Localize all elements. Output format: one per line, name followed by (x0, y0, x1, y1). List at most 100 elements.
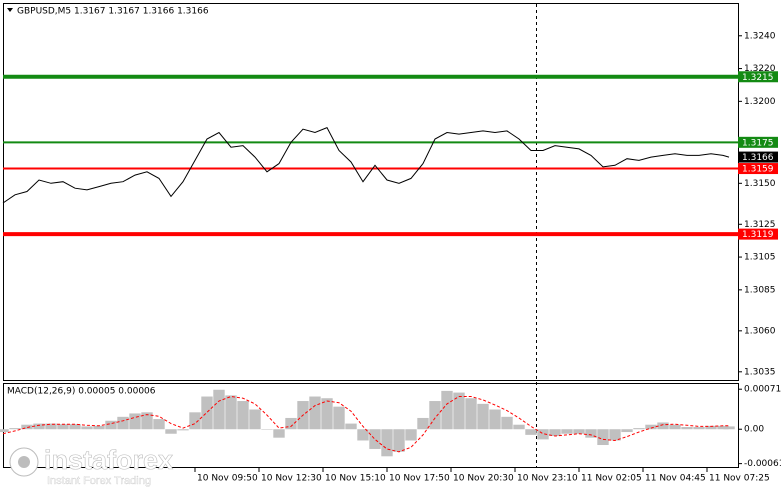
x-tick-label: 11 Nov 02:05 (581, 474, 642, 484)
macd-bar (69, 424, 81, 430)
macd-bar (597, 429, 609, 446)
macd-bar (153, 419, 165, 430)
y-tick-label: 1.3035 (744, 367, 776, 377)
macd-bar (321, 398, 333, 430)
y-tick-label: 1.3125 (744, 220, 776, 230)
macd-bar (681, 426, 693, 430)
watermark-logo-core (18, 456, 30, 468)
macd-bar (57, 424, 69, 430)
macd-bar (249, 409, 261, 430)
level-label: 1.3119 (742, 230, 774, 240)
macd-bar (93, 425, 105, 430)
macd-bar (573, 429, 585, 434)
macd-bar (393, 429, 405, 452)
macd-bar (285, 417, 297, 430)
macd-bar (33, 423, 45, 430)
y-tick-label: 1.3150 (744, 179, 776, 189)
macd-bar (723, 426, 735, 430)
macd-bar (177, 429, 189, 431)
level-badge (738, 136, 778, 148)
macd-bar (537, 429, 549, 440)
y-tick-label: 1.3240 (744, 31, 776, 41)
macd-bar (465, 398, 477, 430)
price-line (2, 126, 730, 204)
macd-bar (81, 426, 93, 430)
macd-bar (453, 392, 465, 430)
macd-bar (429, 401, 441, 430)
macd-panel (3, 383, 739, 468)
macd-bar (357, 429, 369, 441)
macd-bar (669, 424, 681, 430)
macd-bar (309, 396, 321, 430)
level-label: 1.3159 (742, 165, 774, 175)
macd-bar (513, 424, 525, 430)
macd-bar (693, 426, 705, 430)
macd-bar (165, 429, 177, 434)
macd-bar (189, 412, 201, 430)
macd-bar (117, 416, 129, 430)
macd-bar (345, 423, 357, 430)
macd-bar (477, 403, 489, 430)
level-badge (738, 163, 778, 175)
macd-bar (0, 429, 9, 433)
macd-title: MACD(12,26,9) 0.00005 0.00006 (7, 387, 156, 397)
macd-bar (237, 401, 249, 430)
macd-bar (609, 429, 621, 441)
macd-bar (621, 429, 633, 433)
macd-bar (261, 429, 273, 430)
macd-bar (273, 429, 285, 438)
level-label: 1.3166 (742, 153, 774, 163)
x-tick-label: 10 Nov 23:10 (517, 474, 578, 484)
macd-bar (9, 428, 21, 430)
macd-bar (405, 429, 417, 441)
menu-arrow (7, 8, 13, 12)
x-tick-label: 11 Nov 07:25 (709, 474, 770, 484)
y-tick-label: 0.00071 (744, 385, 781, 395)
macd-bar (645, 424, 657, 430)
macd-bar (213, 389, 225, 430)
level-label: 1.3175 (742, 138, 774, 148)
macd-bar (585, 429, 597, 438)
macd-bar (705, 425, 717, 430)
macd-bar (549, 429, 561, 436)
macd-bar (657, 422, 669, 430)
y-tick-label: 0.00 (744, 425, 764, 435)
x-tick-label: 11 Nov 04:45 (645, 474, 706, 484)
x-tick-label: 10 Nov 12:30 (261, 474, 322, 484)
macd-bar (369, 429, 381, 449)
macd-bar (21, 424, 33, 430)
x-tick-label: 10 Nov 20:30 (453, 474, 514, 484)
macd-bar (489, 409, 501, 430)
level-label: 1.3215 (742, 73, 774, 83)
signal-line (2, 395, 729, 453)
y-tick-label: -0.00061 (744, 459, 781, 469)
x-tick-label: 10 Nov 17:50 (389, 474, 450, 484)
y-tick-label: 1.3220 (744, 64, 776, 74)
macd-bar (633, 428, 645, 430)
watermark: instaforex Instant Forex Trading (9, 445, 173, 487)
macd-bar (333, 406, 345, 430)
level-badge (738, 71, 778, 83)
macd-bar (201, 396, 213, 430)
macd-bar (561, 429, 573, 434)
y-tick-label: 1.3200 (744, 97, 776, 107)
macd-bar (417, 417, 429, 430)
macd-bar (381, 429, 393, 457)
macd-bar (129, 413, 141, 430)
macd-bar (45, 423, 57, 430)
level-badge (738, 228, 778, 240)
y-tick-label: 1.3105 (744, 253, 776, 263)
x-tick-label: 10 Nov 09:50 (197, 474, 258, 484)
watermark-tagline: Instant Forex Trading (47, 475, 151, 487)
x-tick-label: 10 Nov 15:10 (325, 474, 386, 484)
macd-bar (717, 425, 729, 430)
macd-bar (501, 416, 513, 430)
y-tick-label: 1.3085 (744, 285, 776, 295)
macd-bar (441, 390, 453, 430)
chart-title: GBPUSD,M5 1.3167 1.3167 1.3166 1.3166 (17, 7, 209, 17)
y-tick-label: 1.3060 (744, 326, 776, 336)
price-panel (3, 3, 739, 381)
macd-bar (141, 412, 153, 430)
